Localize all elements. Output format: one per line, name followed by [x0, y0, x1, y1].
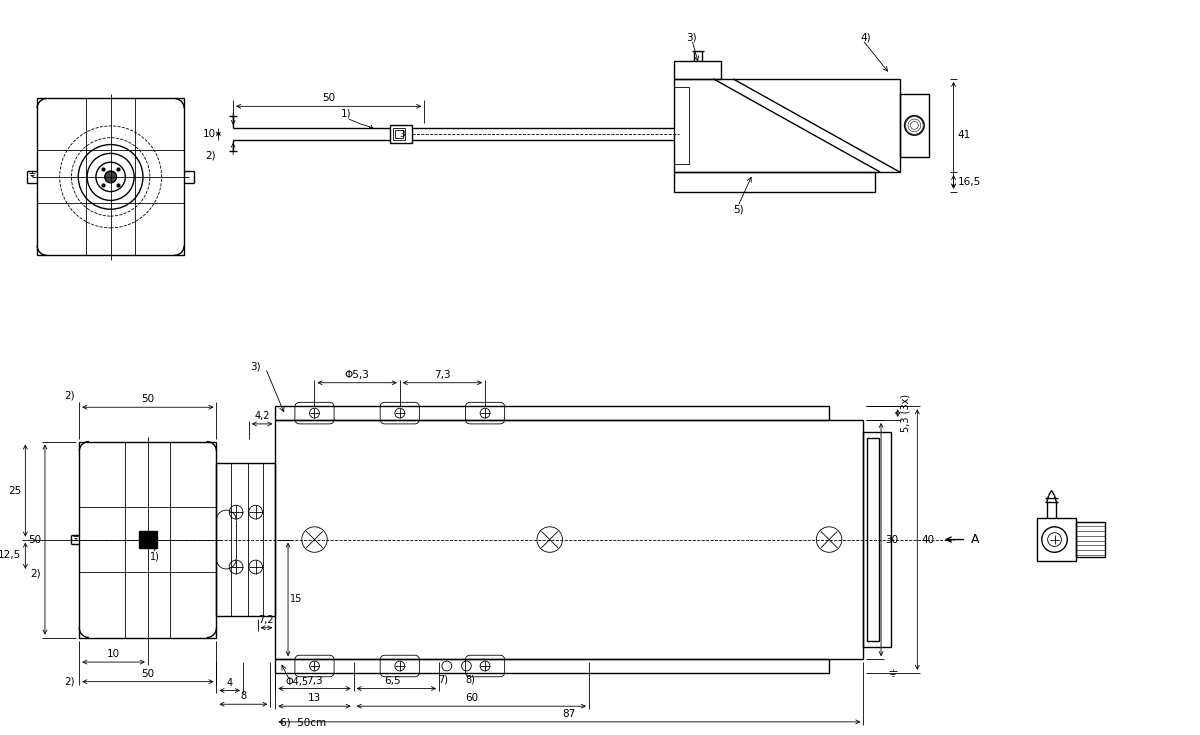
- Text: 4,2: 4,2: [254, 411, 270, 421]
- Bar: [1037, 518, 1076, 561]
- Bar: [390, 125, 412, 143]
- Text: 25: 25: [8, 486, 22, 495]
- Text: Φ5,3: Φ5,3: [344, 370, 370, 380]
- Text: 5): 5): [733, 204, 744, 214]
- Text: 50: 50: [142, 669, 155, 678]
- Bar: [900, 93, 929, 157]
- Bar: [674, 79, 900, 172]
- Text: 12,5: 12,5: [0, 551, 22, 560]
- Text: 2): 2): [65, 677, 76, 686]
- Text: 13: 13: [308, 693, 322, 703]
- Text: 6)  50cm: 6) 50cm: [280, 718, 326, 728]
- Text: 7,2: 7,2: [259, 615, 275, 625]
- Text: 16,5: 16,5: [958, 177, 980, 187]
- Text: 15: 15: [290, 595, 302, 604]
- Text: 7): 7): [438, 675, 448, 685]
- Bar: [79, 442, 216, 637]
- Text: 7,3: 7,3: [306, 675, 323, 686]
- Bar: [37, 98, 184, 255]
- Text: 5,3 (3x): 5,3 (3x): [901, 394, 911, 432]
- Bar: [863, 431, 890, 648]
- Text: 6,5: 6,5: [385, 675, 401, 686]
- Text: 41: 41: [958, 130, 971, 140]
- Bar: [275, 420, 863, 659]
- Bar: [674, 87, 689, 164]
- Text: A: A: [971, 533, 979, 546]
- Text: 87: 87: [563, 709, 576, 719]
- Text: 3: 3: [398, 129, 404, 139]
- Bar: [139, 531, 157, 548]
- Bar: [1076, 522, 1105, 557]
- Bar: [216, 463, 275, 616]
- Text: 50: 50: [142, 394, 155, 404]
- Text: 30: 30: [884, 534, 898, 545]
- Text: 10: 10: [107, 649, 120, 659]
- Bar: [674, 172, 875, 192]
- Text: 4: 4: [226, 678, 233, 687]
- Text: 50: 50: [322, 93, 335, 104]
- Bar: [392, 128, 404, 140]
- Text: 8): 8): [466, 675, 475, 685]
- Text: 1): 1): [341, 108, 352, 118]
- Text: 3): 3): [686, 33, 697, 43]
- Text: 4): 4): [860, 33, 871, 43]
- Bar: [275, 406, 829, 420]
- Bar: [275, 659, 829, 673]
- Text: 1): 1): [150, 551, 160, 562]
- Text: 8: 8: [240, 692, 246, 701]
- Text: 2): 2): [65, 390, 76, 401]
- Text: 50: 50: [28, 534, 41, 545]
- Text: 7,3: 7,3: [434, 370, 451, 380]
- Text: 40: 40: [922, 534, 935, 545]
- Bar: [395, 130, 403, 137]
- Circle shape: [104, 171, 116, 183]
- Text: 10: 10: [203, 129, 216, 139]
- Text: 2): 2): [30, 569, 41, 579]
- Text: 3): 3): [250, 361, 260, 371]
- Text: Φ4,5: Φ4,5: [286, 677, 308, 686]
- Bar: [868, 437, 880, 642]
- Text: 60: 60: [464, 693, 478, 703]
- Text: 2): 2): [205, 151, 216, 160]
- Bar: [674, 61, 721, 79]
